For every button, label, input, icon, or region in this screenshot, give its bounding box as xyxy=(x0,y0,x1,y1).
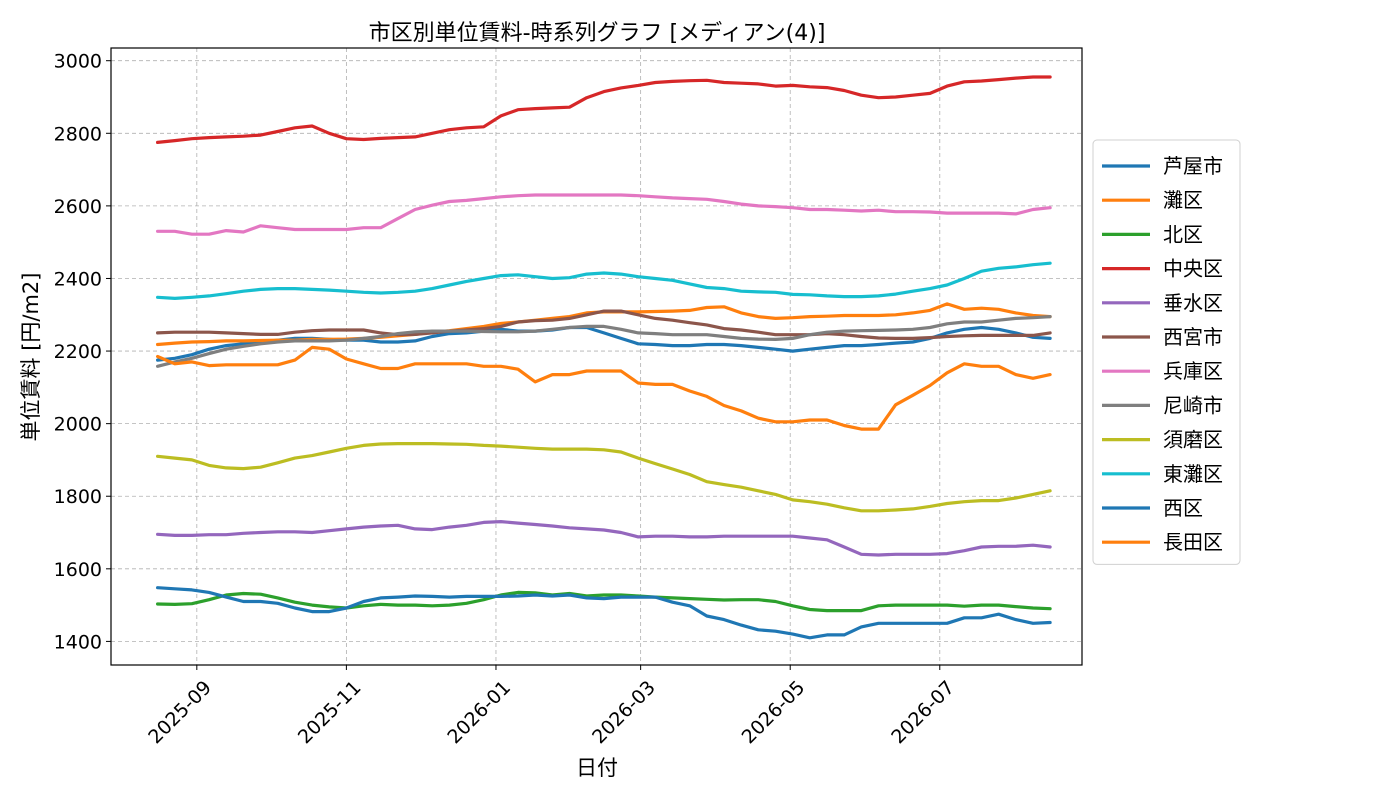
x-tick-label: 2026-03 xyxy=(588,677,660,749)
x-tick-label: 2026-01 xyxy=(443,677,515,749)
series-line-10 xyxy=(156,261,1052,300)
y-tick-label: 2200 xyxy=(54,341,102,363)
x-tick-label: 2026-07 xyxy=(887,677,959,749)
y-axis-title: 単位賃料 [円/m2] xyxy=(19,273,43,442)
x-tick-label: 2026-05 xyxy=(738,677,810,749)
series-line-3 xyxy=(156,590,1052,613)
chart-title: 市区別単位賃料-時系列グラフ [メディアン(4)] xyxy=(369,21,826,46)
legend-label: 北区 xyxy=(1163,222,1203,246)
y-tick-label: 2000 xyxy=(54,414,102,436)
y-tick-label: 2800 xyxy=(54,123,102,145)
legend-label: 垂水区 xyxy=(1163,291,1223,315)
y-tick-label: 3000 xyxy=(54,51,102,73)
y-tick-label: 1800 xyxy=(54,486,102,508)
legend-label: 尼崎市 xyxy=(1163,393,1223,417)
series-line-8 xyxy=(156,315,1052,368)
y-tick-label: 2600 xyxy=(54,196,102,218)
series-line-4 xyxy=(156,75,1052,144)
legend-label: 兵庫区 xyxy=(1163,359,1223,383)
series-line-11 xyxy=(156,586,1052,640)
legend-label: 須磨区 xyxy=(1163,428,1223,452)
legend-label: 西区 xyxy=(1163,496,1203,520)
x-axis: 2025-09 2025-11 2026-01 2026-03 2026-05 2026-… xyxy=(144,665,959,748)
y-axis: 1400 1600 1800 2000 2200 2400 2600 2800 3000 xyxy=(54,51,111,653)
series-line-9 xyxy=(156,442,1052,513)
series-line-6 xyxy=(156,309,1052,340)
legend-box xyxy=(1092,139,1241,565)
legend-label: 灘区 xyxy=(1163,188,1203,212)
legend-label: 西宮市 xyxy=(1163,325,1223,349)
legend-label: 東灘区 xyxy=(1163,462,1223,486)
y-tick-label: 1600 xyxy=(54,559,102,581)
legend-label: 中央区 xyxy=(1163,257,1223,281)
series-line-7 xyxy=(156,193,1052,236)
legend-label: 長田区 xyxy=(1163,530,1223,554)
x-tick-label: 2025-09 xyxy=(144,677,216,749)
plot-frame xyxy=(110,47,1083,666)
y-tick-label: 2400 xyxy=(54,268,102,290)
series-line-5 xyxy=(156,519,1052,557)
series-lines xyxy=(156,75,1052,640)
series-line-12 xyxy=(156,345,1052,431)
legend-label: 芦屋市 xyxy=(1163,154,1223,178)
x-axis-title: 日付 xyxy=(576,756,618,780)
y-tick-label: 1400 xyxy=(54,631,102,653)
x-tick-label: 2025-11 xyxy=(294,677,366,749)
grid-lines xyxy=(111,48,1082,665)
